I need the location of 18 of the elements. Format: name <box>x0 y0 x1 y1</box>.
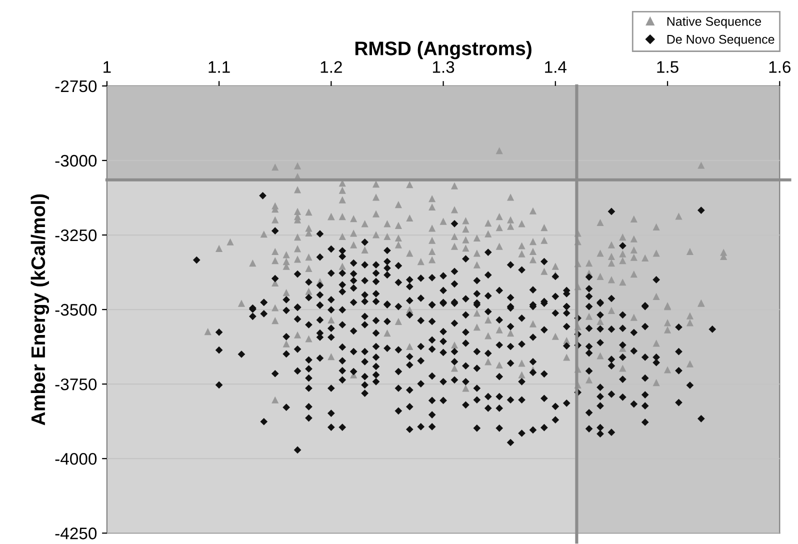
x-tick-label: 1.1 <box>208 61 230 73</box>
x-tick-label: 1.6 <box>769 61 790 73</box>
y-tick-label: -3250 <box>55 229 97 242</box>
y-tick-label: -2750 <box>55 80 97 92</box>
x-tick-label: 1.2 <box>320 61 342 73</box>
x-tick-label: 1.4 <box>545 61 567 73</box>
y-tick-label: -3000 <box>55 154 97 167</box>
legend-label: Native Sequence <box>667 16 762 28</box>
y-tick-label: -4000 <box>55 452 97 465</box>
x-tick-label: 1.5 <box>657 61 678 73</box>
y-tick-label: -3500 <box>55 304 97 316</box>
x-axis-title: RMSD (Angstroms) <box>355 41 532 60</box>
y-tick-label: -4250 <box>55 528 97 540</box>
x-tick-label: 1.3 <box>432 61 454 73</box>
legend-label: De Novo Sequence <box>667 34 774 46</box>
x-tick-label: 1 <box>104 61 111 73</box>
y-axis-title: Amber Energy (kCal/mol) <box>30 194 50 426</box>
y-tick-label: -3750 <box>55 378 97 390</box>
